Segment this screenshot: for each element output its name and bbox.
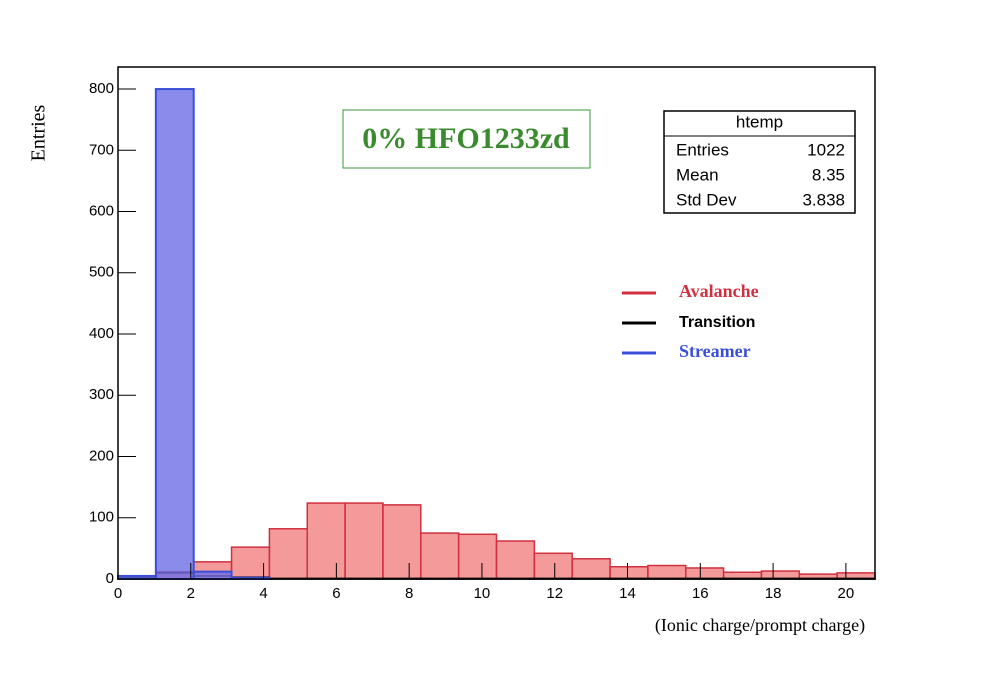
y-tick-label: 500 [89,264,114,281]
x-tick-label: 12 [546,585,563,602]
histogram-bar [495,540,536,580]
stats-value: 3.838 [802,190,845,209]
legend-label: Streamer [679,341,751,361]
histogram-bar [382,504,422,580]
stats-label: Entries [676,140,729,159]
stats-label: Std Dev [676,190,737,209]
x-tick-label: 20 [838,585,855,602]
y-tick-label: 0 [106,570,114,587]
x-tick-label: 18 [765,585,782,602]
histogram-bar [609,566,649,580]
histogram-bar [571,558,611,580]
y-tick-label: 800 [89,80,114,97]
stats-value: 8.35 [812,165,845,184]
annotation-box [342,109,591,169]
legend-label: Avalanche [679,281,759,301]
stats-label: Mean [676,165,719,184]
y-axis-label: Entries [28,104,50,161]
y-tick-label: 600 [89,203,114,220]
histogram-bar [685,567,725,580]
x-tick-label: 10 [474,585,491,602]
y-tick-label: 700 [89,141,114,158]
y-tick-label: 300 [89,386,114,403]
plot-frame [117,66,876,580]
stats-title: htemp [736,112,783,131]
x-tick-label: 4 [259,585,267,602]
x-tick-label: 8 [405,585,413,602]
annotation: 0% HFO1233zd [362,122,570,155]
x-tick-label: 14 [619,585,636,602]
stats-box [663,110,856,214]
histogram-bar [192,570,233,580]
y-tick-label: 400 [89,325,114,342]
x-tick-label: 0 [114,585,122,602]
histogram-bar [420,532,460,580]
legend-label: Transition [679,314,755,331]
histogram-bar [457,533,498,580]
histogram-bar [306,502,346,580]
x-tick-label: 2 [187,585,195,602]
histogram-bar [344,502,384,580]
histogram-bar [647,564,687,580]
x-tick-label: 6 [332,585,340,602]
histogram-bar [154,88,195,580]
histogram-bar [268,528,308,580]
x-tick-label: 16 [692,585,709,602]
stats-value: 1022 [807,140,845,159]
y-tick-label: 100 [89,509,114,526]
y-tick-label: 200 [89,447,114,464]
x-axis-label: (Ionic charge/prompt charge) [655,615,865,636]
histogram-bar [533,552,573,580]
